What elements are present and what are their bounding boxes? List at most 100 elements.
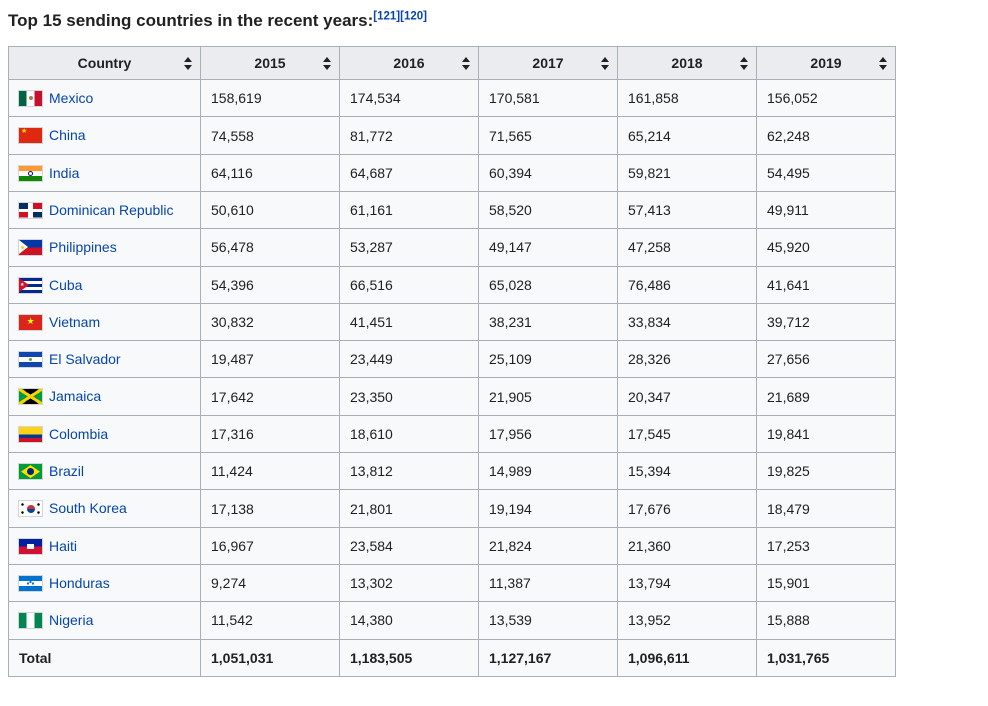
value-cell-2018: 13,794	[617, 563, 757, 603]
honduras-flag-icon[interactable]	[19, 575, 42, 591]
country-link[interactable]: Cuba	[49, 276, 83, 293]
country-link[interactable]: Vietnam	[49, 313, 101, 330]
country-cell: India	[8, 153, 201, 192]
column-header-country[interactable]: Country	[8, 46, 201, 81]
value-cell-2016: 13,812	[339, 452, 479, 491]
table-row: Haiti 16,967 23,584 21,824 21,360 17,253	[8, 526, 896, 565]
haiti-flag-icon[interactable]	[19, 538, 42, 554]
total-value-2018: 1,096,611	[617, 638, 757, 677]
value-cell-2016: 41,451	[339, 302, 479, 342]
south-korea-flag-icon[interactable]	[19, 501, 42, 517]
country-link[interactable]: Mexico	[49, 90, 94, 107]
brazil-flag-icon[interactable]	[19, 464, 42, 480]
country-cell: Vietnam	[8, 302, 201, 342]
column-header-2018[interactable]: 2018	[617, 46, 757, 81]
vietnam-flag-icon[interactable]	[19, 314, 42, 330]
country-cell: Jamaica	[8, 377, 201, 416]
value-cell-2018: 76,486	[617, 265, 757, 304]
value-cell-2018: 13,952	[617, 601, 757, 640]
table-row: India 64,116 64,687 60,394 59,821 54,495	[8, 153, 896, 192]
india-flag-icon[interactable]	[19, 165, 42, 181]
country-link[interactable]: Nigeria	[49, 612, 94, 629]
philippines-flag-icon[interactable]	[19, 240, 42, 256]
country-link[interactable]: Brazil	[49, 463, 85, 480]
cuba-flag-icon[interactable]	[19, 277, 42, 293]
value-cell-2017: 25,109	[478, 340, 618, 379]
column-header-2017[interactable]: 2017	[478, 46, 618, 81]
jamaica-flag-icon[interactable]	[19, 389, 42, 405]
value-cell-2018: 21,360	[617, 526, 757, 565]
country-link[interactable]: India	[49, 164, 80, 181]
value-cell-2015: 158,619	[200, 79, 340, 118]
country-link[interactable]: China	[49, 127, 86, 144]
country-cell: Haiti	[8, 526, 201, 565]
dominican-republic-flag-icon[interactable]	[19, 202, 42, 218]
table-row: Mexico 158,619 174,534 170,581 161,858 156,05…	[8, 79, 896, 118]
value-cell-2016: 64,687	[339, 153, 479, 192]
value-cell-2018: 20,347	[617, 377, 757, 416]
sort-both-icon	[601, 56, 610, 70]
sort-both-icon	[740, 56, 749, 70]
value-cell-2017: 11,387	[478, 563, 618, 603]
table-row: Jamaica 17,642 23,350 21,905 20,347 21,689	[8, 377, 896, 416]
country-cell: South Korea	[8, 489, 201, 528]
value-cell-2018: 28,326	[617, 340, 757, 379]
value-cell-2016: 23,449	[339, 340, 479, 379]
value-cell-2019: 27,656	[756, 340, 896, 379]
value-cell-2017: 170,581	[478, 79, 618, 118]
table-row: Nigeria 11,542 14,380 13,539 13,952 15,888	[8, 601, 896, 640]
value-cell-2016: 23,584	[339, 526, 479, 565]
value-cell-2015: 11,542	[200, 601, 340, 640]
column-header-label: 2017	[532, 55, 564, 72]
value-cell-2019: 54,495	[756, 153, 896, 192]
value-cell-2017: 65,028	[478, 265, 618, 304]
value-cell-2017: 38,231	[478, 302, 618, 342]
country-link[interactable]: Dominican Republic	[49, 201, 174, 218]
value-cell-2016: 23,350	[339, 377, 479, 416]
value-cell-2015: 17,138	[200, 489, 340, 528]
column-header-2015[interactable]: 2015	[200, 46, 340, 81]
value-cell-2017: 58,520	[478, 190, 618, 230]
table-row: Brazil 11,424 13,812 14,989 15,394 19,825	[8, 452, 896, 491]
country-link[interactable]: Colombia	[49, 425, 109, 442]
country-link[interactable]: Philippines	[49, 239, 117, 256]
el-salvador-flag-icon[interactable]	[19, 352, 42, 368]
table-body: Mexico 158,619 174,534 170,581 161,858 156,05…	[8, 79, 896, 677]
value-cell-2019: 18,479	[756, 489, 896, 528]
value-cell-2019: 21,689	[756, 377, 896, 416]
value-cell-2015: 54,396	[200, 265, 340, 304]
value-cell-2017: 21,824	[478, 526, 618, 565]
citation-link-121[interactable]: [121]	[373, 10, 401, 23]
citation-link-120[interactable]: [120]	[400, 10, 427, 23]
colombia-flag-icon[interactable]	[19, 426, 42, 442]
column-header-2016[interactable]: 2016	[339, 46, 479, 81]
value-cell-2017: 49,147	[478, 228, 618, 267]
value-cell-2016: 13,302	[339, 563, 479, 603]
table-head: Country 2015 2016 2017 2018 2019	[8, 46, 896, 81]
country-link[interactable]: El Salvador	[49, 351, 121, 368]
country-link[interactable]: Haiti	[49, 537, 78, 554]
country-cell: Brazil	[8, 452, 201, 491]
sort-both-icon	[462, 56, 471, 70]
china-flag-icon[interactable]	[19, 128, 42, 144]
country-link[interactable]: Honduras	[49, 574, 110, 591]
total-row: Total 1,051,031 1,183,505 1,127,167 1,096,61…	[8, 638, 896, 677]
column-header-2019[interactable]: 2019	[756, 46, 896, 81]
value-cell-2017: 17,956	[478, 414, 618, 454]
value-cell-2018: 33,834	[617, 302, 757, 342]
nigeria-flag-icon[interactable]	[19, 613, 42, 629]
value-cell-2017: 13,539	[478, 601, 618, 640]
value-cell-2019: 17,253	[756, 526, 896, 565]
mexico-flag-icon[interactable]	[19, 91, 42, 107]
value-cell-2018: 57,413	[617, 190, 757, 230]
value-cell-2015: 74,558	[200, 116, 340, 155]
value-cell-2017: 21,905	[478, 377, 618, 416]
value-cell-2019: 19,825	[756, 452, 896, 491]
country-cell: Dominican Republic	[8, 190, 201, 230]
country-cell: China	[8, 116, 201, 155]
table-row: Dominican Republic 50,610 61,161 58,520 57,4…	[8, 190, 896, 230]
country-link[interactable]: South Korea	[49, 500, 127, 517]
value-cell-2018: 59,821	[617, 153, 757, 192]
country-link[interactable]: Jamaica	[49, 388, 102, 405]
